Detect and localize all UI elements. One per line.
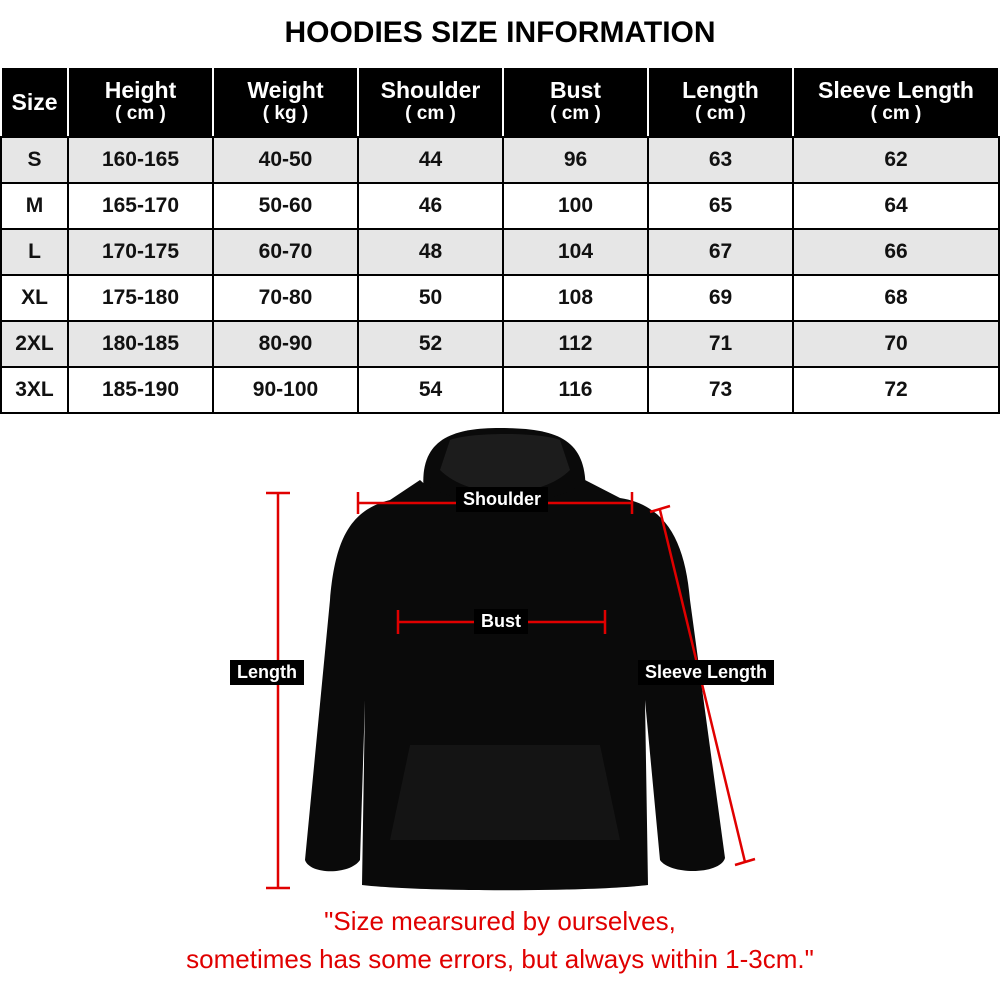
table-row: 3XL 185-190 90-100 54 116 73 72 xyxy=(0,366,1000,414)
column-header: Bust( cm ) xyxy=(502,66,649,138)
size-table: Size Height( cm ) Weight( kg ) Shoulder( cm… xyxy=(0,66,1000,414)
table-cell: 108 xyxy=(502,274,649,322)
table-cell: 112 xyxy=(502,320,649,368)
table-cell: 52 xyxy=(357,320,504,368)
header-unit: ( cm ) xyxy=(870,103,922,124)
header-unit: ( cm ) xyxy=(115,103,166,124)
column-header: Weight( kg ) xyxy=(212,66,359,138)
table-cell: 69 xyxy=(647,274,794,322)
table-cell: M xyxy=(0,182,69,230)
note-line-1: "Size mearsured by ourselves, xyxy=(324,906,676,936)
length-label: Length xyxy=(230,660,304,685)
sleeve-length-label: Sleeve Length xyxy=(638,660,775,685)
table-row: M 165-170 50-60 46 100 65 64 xyxy=(0,182,1000,230)
hoodie-illustration xyxy=(305,428,725,891)
table-cell: 44 xyxy=(357,136,504,184)
table-cell: L xyxy=(0,228,69,276)
header-name: Length xyxy=(682,77,759,103)
table-row: S 160-165 40-50 44 96 63 62 xyxy=(0,136,1000,184)
table-cell: 62 xyxy=(792,136,1000,184)
length-line xyxy=(266,491,290,890)
header-unit: ( cm ) xyxy=(695,103,746,124)
shoulder-label: Shoulder xyxy=(456,487,549,512)
table-cell: 2XL xyxy=(0,320,69,368)
table-cell: 90-100 xyxy=(212,366,359,414)
table-row: XL 175-180 70-80 50 108 69 68 xyxy=(0,274,1000,322)
table-cell: 175-180 xyxy=(67,274,214,322)
table-cell: 60-70 xyxy=(212,228,359,276)
table-cell: 96 xyxy=(502,136,649,184)
header-unit: ( cm ) xyxy=(405,103,456,124)
table-cell: 170-175 xyxy=(67,228,214,276)
note-line-2: sometimes has some errors, but always wi… xyxy=(186,944,814,974)
chart-title: HOODIES SIZE INFORMATION xyxy=(284,16,716,49)
table-cell: 68 xyxy=(792,274,1000,322)
column-header: Shoulder( cm ) xyxy=(357,66,504,138)
table-row: L 170-175 60-70 48 104 67 66 xyxy=(0,228,1000,276)
table-cell: 65 xyxy=(647,182,794,230)
table-cell: 104 xyxy=(502,228,649,276)
header-unit: ( cm ) xyxy=(550,103,601,124)
table-cell: 40-50 xyxy=(212,136,359,184)
header-row: Size Height( cm ) Weight( kg ) Shoulder( cm… xyxy=(0,66,1000,138)
table-row: 2XL 180-185 80-90 52 112 71 70 xyxy=(0,320,1000,368)
table-cell: 160-165 xyxy=(67,136,214,184)
header-name: Height xyxy=(104,77,177,103)
table-cell: 54 xyxy=(357,366,504,414)
table-cell: 100 xyxy=(502,182,649,230)
table-cell: 71 xyxy=(647,320,794,368)
table-cell: 63 xyxy=(647,136,794,184)
column-header: Length( cm ) xyxy=(647,66,794,138)
table-cell: 72 xyxy=(792,366,1000,414)
measurement-lines xyxy=(266,491,756,890)
sleeve-length-line xyxy=(649,504,756,867)
table-cell: 50-60 xyxy=(212,182,359,230)
header-name: Sleeve Length xyxy=(818,77,974,103)
column-header: Size xyxy=(0,66,69,138)
table-cell: 70-80 xyxy=(212,274,359,322)
table-cell: S xyxy=(0,136,69,184)
column-header: Height( cm ) xyxy=(67,66,214,138)
table-cell: 80-90 xyxy=(212,320,359,368)
table-cell: 116 xyxy=(502,366,649,414)
header-name: Size xyxy=(11,89,58,115)
table-cell: 73 xyxy=(647,366,794,414)
table-cell: 50 xyxy=(357,274,504,322)
table-cell: 46 xyxy=(357,182,504,230)
bust-label: Bust xyxy=(474,609,528,634)
column-header: Sleeve Length( cm ) xyxy=(792,66,1000,138)
header-unit: ( kg ) xyxy=(262,103,309,124)
table-cell: 67 xyxy=(647,228,794,276)
table-cell: 64 xyxy=(792,182,1000,230)
table-cell: 185-190 xyxy=(67,366,214,414)
header-name: Weight xyxy=(247,77,324,103)
header-name: Bust xyxy=(549,77,602,103)
table-cell: 66 xyxy=(792,228,1000,276)
table-cell: 3XL xyxy=(0,366,69,414)
table-cell: 165-170 xyxy=(67,182,214,230)
table-cell: 48 xyxy=(357,228,504,276)
table-cell: XL xyxy=(0,274,69,322)
table-cell: 180-185 xyxy=(67,320,214,368)
table-cell: 70 xyxy=(792,320,1000,368)
header-name: Shoulder xyxy=(380,77,481,103)
